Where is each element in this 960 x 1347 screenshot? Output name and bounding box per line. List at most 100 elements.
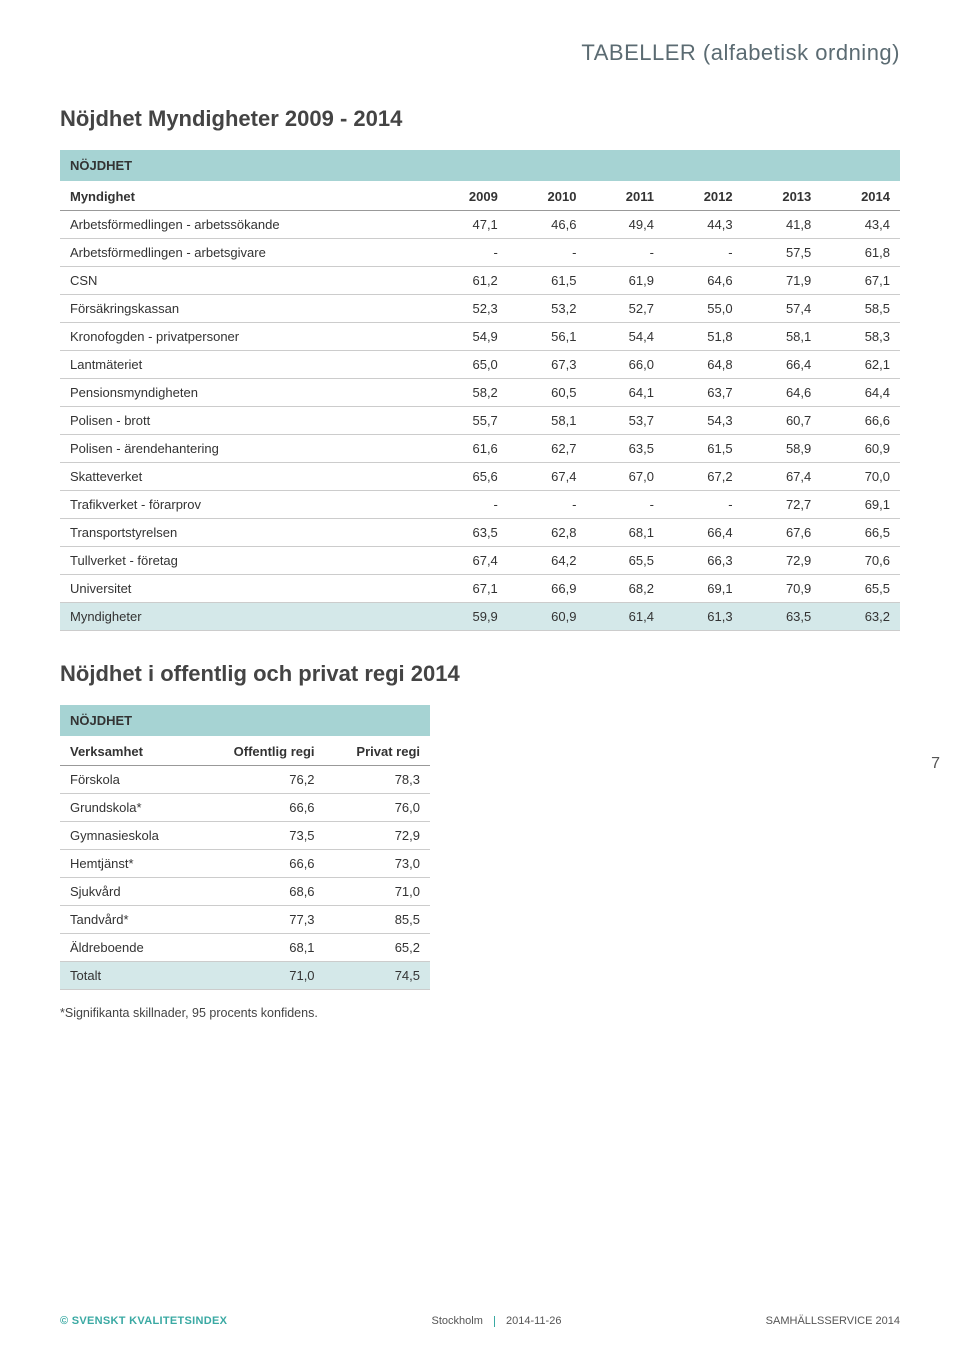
table-cell: 70,6	[821, 547, 900, 575]
table-cell: 54,9	[429, 323, 508, 351]
page-header: TABELLER (alfabetisk ordning)	[60, 40, 900, 66]
table-cell: -	[664, 239, 743, 267]
table-cell: 69,1	[664, 575, 743, 603]
table-cell: 69,1	[821, 491, 900, 519]
table-row: Transportstyrelsen63,562,868,166,467,666…	[60, 519, 900, 547]
table-cell: Kronofogden - privatpersoner	[60, 323, 429, 351]
table-cell: 62,1	[821, 351, 900, 379]
table-cell: 68,6	[197, 878, 324, 906]
table-cell: 54,4	[586, 323, 664, 351]
table-cell: 52,7	[586, 295, 664, 323]
table-cell: Transportstyrelsen	[60, 519, 429, 547]
table-cell: 57,5	[743, 239, 822, 267]
table-cell: Arbetsförmedlingen - arbetssökande	[60, 211, 429, 239]
table-cell: 68,2	[586, 575, 664, 603]
footnote: *Signifikanta skillnader, 95 procents ko…	[60, 1006, 900, 1020]
table-row: Polisen - ärendehantering61,662,763,561,…	[60, 435, 900, 463]
table-cell: 77,3	[197, 906, 324, 934]
table-row: Lantmäteriet65,067,366,064,866,462,1	[60, 351, 900, 379]
table-cell: 64,4	[821, 379, 900, 407]
table-cell: 65,5	[821, 575, 900, 603]
table-cell: -	[586, 491, 664, 519]
page-footer: © SVENSKT KVALITETSINDEX Stockholm 2014-…	[60, 1315, 900, 1327]
table-row: Arbetsförmedlingen - arbetssökande47,146…	[60, 211, 900, 239]
table-cell: 66,6	[197, 850, 324, 878]
table-row: Tandvård*77,385,5	[60, 906, 430, 934]
table-cell: 68,1	[586, 519, 664, 547]
table-row: Hemtjänst*66,673,0	[60, 850, 430, 878]
table-cell: 76,0	[325, 794, 430, 822]
totals-cell: 60,9	[508, 603, 587, 631]
table-cell: Arbetsförmedlingen - arbetsgivare	[60, 239, 429, 267]
table-cell: 47,1	[429, 211, 508, 239]
col-header: 2014	[821, 181, 900, 211]
table-cell: 66,5	[821, 519, 900, 547]
table-cell: Förskola	[60, 766, 197, 794]
table-cell: -	[429, 491, 508, 519]
table-cell: 61,5	[508, 267, 587, 295]
table-cell: 65,5	[586, 547, 664, 575]
table-row: Grundskola*66,676,0	[60, 794, 430, 822]
table-cell: 64,8	[664, 351, 743, 379]
table-cell: 65,2	[325, 934, 430, 962]
table-cell: 63,5	[429, 519, 508, 547]
table-cell: 61,8	[821, 239, 900, 267]
table-cell: 53,2	[508, 295, 587, 323]
table-cell: 61,2	[429, 267, 508, 295]
table-cell: 85,5	[325, 906, 430, 934]
table1-caption: NÖJDHET	[60, 150, 900, 181]
table-cell: Polisen - ärendehantering	[60, 435, 429, 463]
totals-row: Totalt71,074,5	[60, 962, 430, 990]
table-cell: Äldreboende	[60, 934, 197, 962]
table-cell: 76,2	[197, 766, 324, 794]
table-cell: Sjukvård	[60, 878, 197, 906]
table-cell: 61,9	[586, 267, 664, 295]
table-cell: 58,3	[821, 323, 900, 351]
table-cell: 60,5	[508, 379, 587, 407]
section1-title: Nöjdhet Myndigheter 2009 - 2014	[60, 106, 900, 132]
table-cell: 62,7	[508, 435, 587, 463]
table-row: Gymnasieskola73,572,9	[60, 822, 430, 850]
table-row: Sjukvård68,671,0	[60, 878, 430, 906]
col-header: 2009	[429, 181, 508, 211]
table-cell: Gymnasieskola	[60, 822, 197, 850]
col-header: 2012	[664, 181, 743, 211]
totals-cell: 74,5	[325, 962, 430, 990]
table-cell: 70,0	[821, 463, 900, 491]
table-cell: 67,6	[743, 519, 822, 547]
table-cell: 67,1	[429, 575, 508, 603]
table-row: Förskola76,278,3	[60, 766, 430, 794]
table-row: Universitet67,166,968,269,170,965,5	[60, 575, 900, 603]
col-header: 2013	[743, 181, 822, 211]
table-cell: -	[429, 239, 508, 267]
table-cell: 72,9	[743, 547, 822, 575]
table-cell: 73,5	[197, 822, 324, 850]
page-number: 7	[931, 755, 940, 773]
table-cell: 41,8	[743, 211, 822, 239]
table-cell: Skatteverket	[60, 463, 429, 491]
table-cell: 58,2	[429, 379, 508, 407]
table-cell: Trafikverket - förarprov	[60, 491, 429, 519]
table-row: Tullverket - företag67,464,265,566,372,9…	[60, 547, 900, 575]
table-row: Arbetsförmedlingen - arbetsgivare----57,…	[60, 239, 900, 267]
table-cell: 78,3	[325, 766, 430, 794]
table-cell: 61,5	[664, 435, 743, 463]
table1-header-row: Myndighet 2009 2010 2011 2012 2013 2014	[60, 181, 900, 211]
totals-cell: 59,9	[429, 603, 508, 631]
table-cell: 44,3	[664, 211, 743, 239]
table-cell: 68,1	[197, 934, 324, 962]
table-cell: -	[508, 239, 587, 267]
table-cell: 60,9	[821, 435, 900, 463]
table-cell: 46,6	[508, 211, 587, 239]
table-cell: 66,6	[197, 794, 324, 822]
table-cell: 43,4	[821, 211, 900, 239]
table-cell: 56,1	[508, 323, 587, 351]
table-row: Försäkringskassan52,353,252,755,057,458,…	[60, 295, 900, 323]
table-cell: 57,4	[743, 295, 822, 323]
table-row: Polisen - brott55,758,153,754,360,766,6	[60, 407, 900, 435]
section2-title: Nöjdhet i offentlig och privat regi 2014	[60, 661, 900, 687]
table-cell: 66,6	[821, 407, 900, 435]
table-cell: -	[586, 239, 664, 267]
table-cell: 64,6	[743, 379, 822, 407]
footer-left: © SVENSKT KVALITETSINDEX	[60, 1315, 227, 1327]
